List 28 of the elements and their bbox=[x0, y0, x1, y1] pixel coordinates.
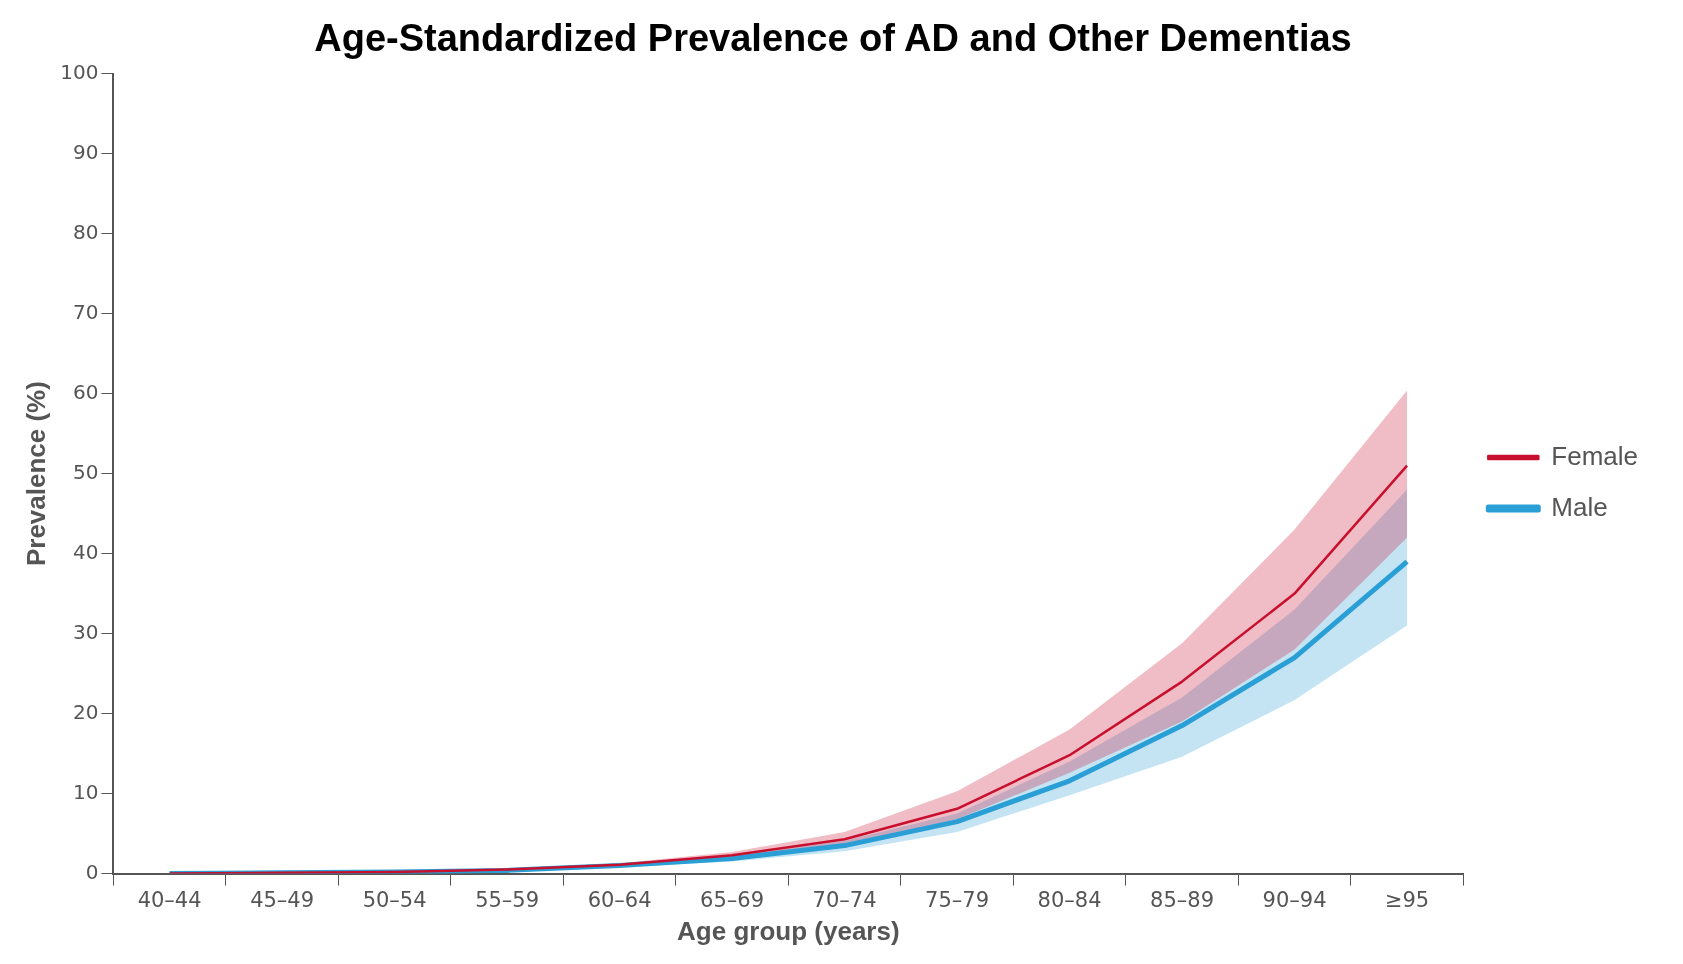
y-tick-label: 20 bbox=[72, 699, 99, 724]
x-tick-label: 45–49 bbox=[250, 887, 315, 912]
x-tick-label: 65–69 bbox=[700, 887, 765, 912]
x-tick-label: 40–44 bbox=[137, 887, 202, 912]
x-axis-title: Age group (years) bbox=[677, 915, 900, 946]
y-tick-label: 30 bbox=[72, 619, 99, 644]
y-tick-label: 80 bbox=[72, 219, 99, 244]
x-tick-label: 75–79 bbox=[925, 887, 990, 912]
x-tick-label: 80–84 bbox=[1037, 887, 1102, 912]
y-tick-label: 50 bbox=[72, 459, 99, 484]
y-tick-label: 40 bbox=[72, 539, 99, 564]
y-tick-label: 90 bbox=[72, 139, 99, 164]
x-tick-label: ≥95 bbox=[1384, 887, 1430, 912]
legend-label: Male bbox=[1551, 491, 1608, 522]
x-tick-label: 70–74 bbox=[812, 887, 877, 912]
y-tick-label: 60 bbox=[72, 379, 99, 404]
x-tick-label: 90–94 bbox=[1262, 887, 1327, 912]
x-tick-label: 60–64 bbox=[587, 887, 652, 912]
y-tick-label: 100 bbox=[60, 59, 99, 84]
y-tick-label: 70 bbox=[72, 299, 99, 324]
x-tick-label: 85–89 bbox=[1150, 887, 1215, 912]
y-tick-label: 10 bbox=[72, 779, 99, 804]
chart-title: Age-Standardized Prevalence of AD and Other Dementias bbox=[314, 17, 1352, 60]
x-tick-label: 50–54 bbox=[362, 887, 427, 912]
y-axis-title: Prevalence (%) bbox=[20, 381, 51, 567]
x-tick-label: 55–59 bbox=[475, 887, 540, 912]
legend-label: Female bbox=[1551, 440, 1639, 471]
y-tick-label: 0 bbox=[85, 859, 99, 884]
